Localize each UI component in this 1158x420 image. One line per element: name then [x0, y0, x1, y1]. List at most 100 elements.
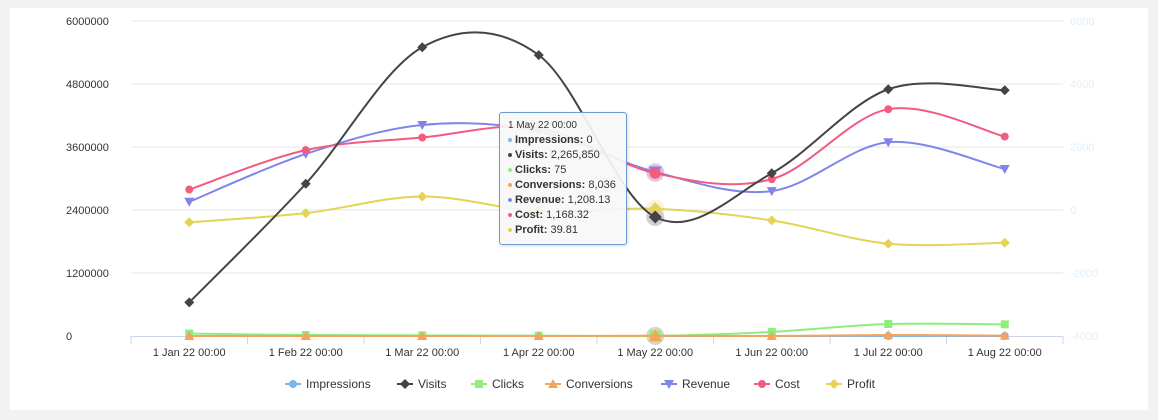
legend-item-impressions: Impressions — [285, 377, 371, 391]
legend-marker — [829, 379, 839, 389]
y-axis-tick-label: 1200000 — [66, 268, 109, 280]
tooltip-row: Visits: 2,265,850 — [508, 148, 618, 163]
x-axis-tick-label: 1 Jun 22 00:00 — [735, 347, 808, 359]
y2-axis-tick-label: 0 — [1070, 205, 1076, 217]
tooltip-row: Impressions: 0 — [508, 133, 618, 148]
tooltip-dot — [508, 213, 512, 218]
tooltip-value: 0 — [583, 134, 593, 146]
data-point — [185, 185, 194, 194]
tooltip-label: Impressions: — [515, 134, 584, 146]
data-point — [301, 146, 310, 155]
tooltip-row: Cost: 1,168.32 — [508, 208, 618, 223]
tooltip-row: Revenue: 1,208.13 — [508, 193, 618, 208]
y2-axis-tick-label: 2000 — [1070, 142, 1094, 154]
tooltip-label: Conversions: — [515, 179, 586, 191]
tooltip-dot — [508, 138, 512, 143]
tooltip-title: 1 May 22 00:00 — [508, 120, 577, 131]
tooltip-dot — [508, 168, 512, 173]
data-point — [184, 197, 195, 207]
tooltip-row: Clicks: 75 — [508, 163, 618, 178]
data-point — [300, 208, 311, 219]
tooltip-label: Profit: — [515, 224, 548, 236]
tooltip-value: 8,036 — [585, 179, 616, 191]
data-point — [648, 202, 662, 216]
legend-marker — [400, 379, 410, 389]
data-point — [766, 331, 777, 340]
legend-item-profit: Profit — [826, 377, 876, 391]
y2-axis-tick-label: -4000 — [1070, 331, 1098, 343]
tooltip-dot — [508, 198, 512, 203]
y2-axis-tick-label: -2000 — [1070, 268, 1098, 280]
data-point — [533, 50, 544, 61]
data-point — [533, 331, 544, 340]
data-point — [648, 329, 662, 342]
data-point — [999, 165, 1010, 175]
data-point — [184, 217, 195, 228]
data-point — [418, 133, 427, 142]
legend-marker — [664, 380, 674, 389]
tooltip-value: 1,208.13 — [564, 194, 611, 206]
x-axis-tick-label: 1 Apr 22 00:00 — [503, 347, 575, 359]
data-point — [648, 210, 662, 224]
chart-card: 0 1200000 2400000 3600000 4800000 6000000 -400… — [10, 8, 1148, 410]
y2-axis-tick-label: 4000 — [1070, 79, 1094, 91]
x-axis-tick-label: 1 Jan 22 00:00 — [153, 347, 226, 359]
x-axis-tick-label: 1 Jul 22 00:00 — [854, 347, 923, 359]
y2-axis-tick-label: 6000 — [1070, 16, 1094, 28]
data-point — [417, 120, 428, 130]
chart-tooltip: 1 May 22 00:00 Impressions: 0 Visits: 2,2… — [499, 112, 627, 245]
legend-label: Cost — [775, 377, 800, 391]
x-axis-tick-label: 1 Feb 22 00:00 — [269, 347, 343, 359]
legend-label: Clicks — [492, 377, 524, 391]
legend-item-clicks: Clicks — [471, 377, 524, 391]
legend-label: Revenue — [682, 377, 730, 391]
legend-marker — [475, 380, 483, 388]
data-point — [999, 237, 1010, 248]
legend-label: Conversions — [566, 377, 633, 391]
data-point — [767, 175, 776, 184]
tooltip-dot — [508, 153, 512, 158]
legend-item-conversions: Conversions — [545, 377, 633, 391]
data-point — [1000, 132, 1009, 141]
tooltip-value: 39.81 — [547, 224, 578, 236]
data-point — [300, 178, 311, 189]
data-point — [883, 330, 894, 340]
data-point — [417, 191, 428, 202]
x-axis-tick-label: 1 Aug 22 00:00 — [968, 347, 1042, 359]
x-axis-tick-label: 1 Mar 22 00:00 — [385, 347, 459, 359]
data-point — [883, 238, 894, 249]
y-axis-tick-label: 2400000 — [66, 205, 109, 217]
legend-marker — [289, 380, 297, 388]
legend-label: Visits — [418, 377, 446, 391]
legend-marker — [548, 379, 558, 388]
x-axis-tick-label: 1 May 22 00:00 — [617, 347, 693, 359]
data-point — [884, 320, 893, 329]
tooltip-row: Profit: 39.81 — [508, 223, 618, 238]
data-point — [999, 330, 1010, 340]
data-point — [300, 331, 311, 340]
tooltip-value: 1,168.32 — [543, 209, 589, 221]
tooltip-label: Revenue: — [515, 194, 565, 206]
legend-item-revenue: Revenue — [661, 377, 730, 391]
data-point — [184, 331, 195, 340]
tooltip-value: 75 — [551, 164, 567, 176]
data-point — [883, 84, 894, 95]
legend-item-cost: Cost — [754, 377, 800, 391]
series-line — [189, 334, 1005, 338]
data-point — [766, 215, 777, 226]
data-point — [649, 167, 661, 179]
data-point — [766, 187, 777, 197]
data-point — [184, 297, 195, 308]
y-axis-tick-label: 0 — [66, 331, 72, 343]
legend-item-visits: Visits — [397, 377, 446, 391]
tooltip-row: Conversions: 8,036 — [508, 178, 618, 193]
tooltip-rows: Impressions: 0 Visits: 2,265,850 Clicks: 7… — [508, 133, 618, 238]
y-axis-tick-label: 3600000 — [66, 142, 109, 154]
data-point — [999, 85, 1010, 96]
tooltip-label: Clicks: — [515, 164, 552, 176]
data-point — [417, 331, 428, 340]
legend-marker — [758, 380, 766, 388]
tooltip-value: 2,265,850 — [547, 149, 600, 161]
tooltip-dot — [508, 228, 512, 233]
legend-label: Impressions — [306, 377, 371, 391]
